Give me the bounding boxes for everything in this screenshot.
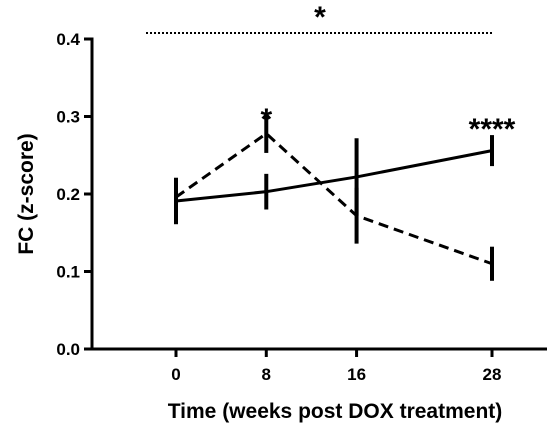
x-tick-label: 0: [171, 365, 180, 384]
y-ticks: 0.0 0.1 0.2 0.3 0.4: [56, 30, 92, 359]
y-tick-label: 0.2: [56, 185, 80, 204]
significance-marker: *: [260, 103, 272, 136]
y-axis: 0.0 0.1 0.2 0.3 0.4: [56, 30, 94, 359]
x-tick-label: 28: [483, 365, 502, 384]
bracket-marker: *: [314, 1, 326, 34]
x-tick-label: 8: [262, 365, 271, 384]
y-tick-label: 0.0: [56, 340, 80, 359]
series-solid: [174, 135, 494, 225]
x-axis: 0 8 16 28: [90, 347, 547, 384]
x-ticks: 0 8 16 28: [171, 349, 501, 384]
series-line-solid: [175, 149, 493, 203]
significance-marker: ****: [469, 113, 516, 146]
series-group: [174, 114, 494, 281]
series-line-dashed: [175, 131, 493, 266]
y-tick-label: 0.1: [56, 263, 80, 282]
y-tick-label: 0.4: [56, 30, 80, 49]
y-tick-label: 0.3: [56, 108, 80, 127]
x-tick-label: 16: [347, 365, 366, 384]
x-axis-title: Time (weeks post DOX treatment): [168, 400, 503, 423]
series-dashed: [174, 114, 494, 281]
annotation-group: * *****: [146, 1, 516, 146]
y-axis-title: FC (z-score): [15, 133, 38, 254]
